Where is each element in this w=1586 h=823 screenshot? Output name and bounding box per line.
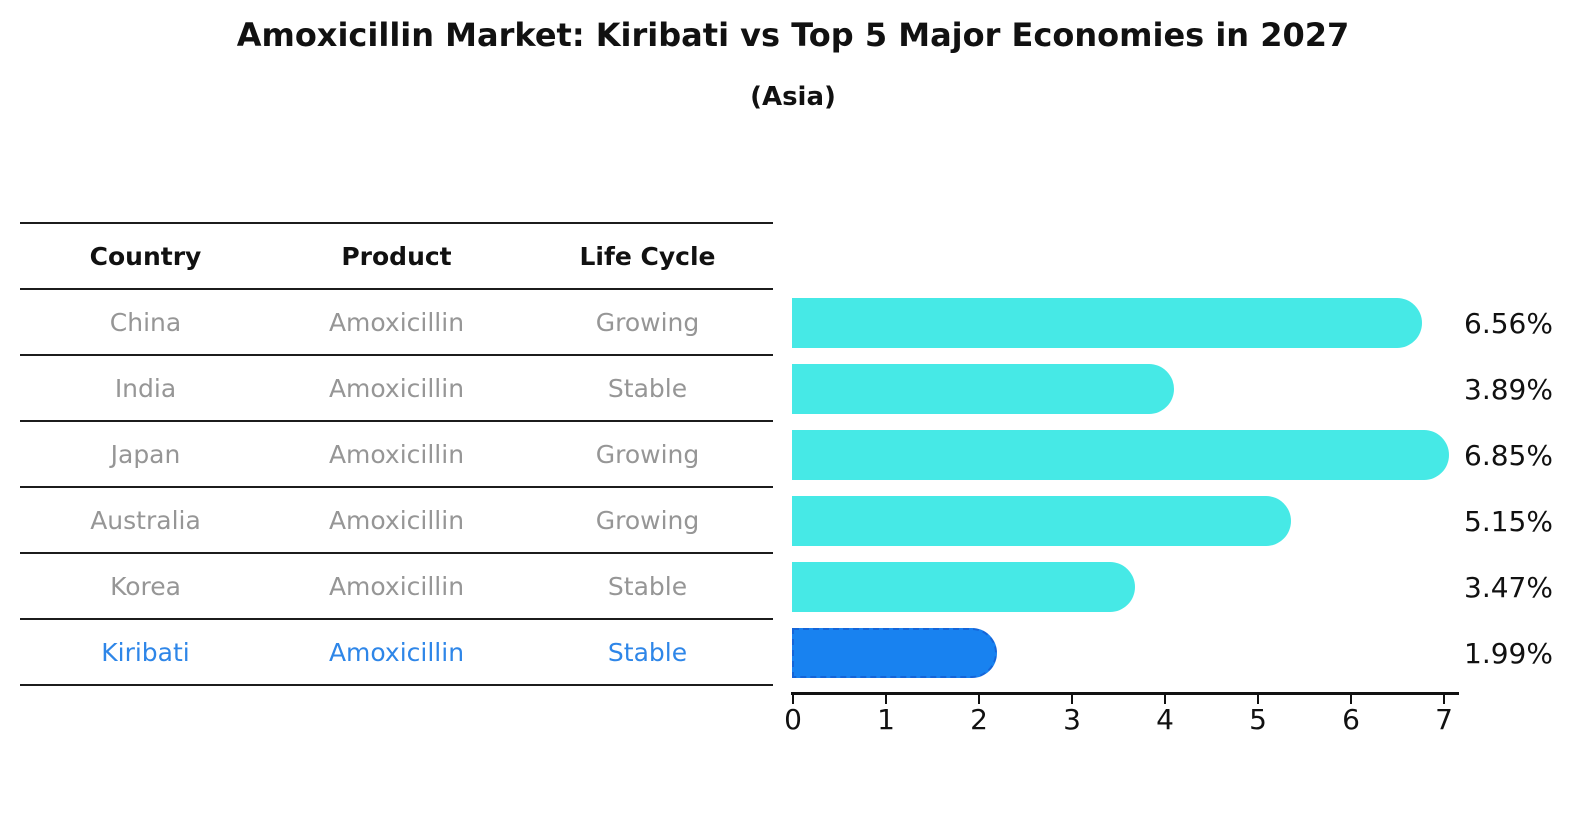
cell-country: India bbox=[114, 373, 177, 403]
x-axis-tick-label: 4 bbox=[1156, 703, 1174, 736]
page-subtitle: (Asia) bbox=[750, 82, 836, 112]
cell-country: Japan bbox=[110, 439, 181, 469]
x-axis-tick-label: 0 bbox=[784, 703, 802, 736]
bar-china bbox=[792, 298, 1422, 348]
bar-value-label: 1.99% bbox=[1464, 636, 1553, 670]
bar-row bbox=[792, 356, 1472, 422]
x-axis-tick-label: 5 bbox=[1249, 703, 1267, 736]
column-header-product: Product bbox=[341, 241, 452, 271]
table-row: Korea Amoxicillin Stable bbox=[20, 554, 773, 620]
bar-value-label: 5.15% bbox=[1464, 504, 1553, 538]
bar-row bbox=[792, 554, 1472, 620]
cell-life-cycle: Growing bbox=[595, 439, 700, 469]
bar-value-label: 6.85% bbox=[1464, 438, 1553, 472]
x-axis-tick bbox=[792, 695, 794, 704]
cell-product: Amoxicillin bbox=[328, 373, 465, 403]
cell-life-cycle: Stable bbox=[607, 571, 688, 601]
table-row: Japan Amoxicillin Growing bbox=[20, 422, 773, 488]
bar-kiribati bbox=[792, 628, 997, 678]
bar-row bbox=[792, 422, 1472, 488]
table-row: India Amoxicillin Stable bbox=[20, 356, 773, 422]
cell-product: Amoxicillin bbox=[328, 571, 465, 601]
bar-row bbox=[792, 620, 1472, 686]
cell-life-cycle: Stable bbox=[607, 637, 688, 667]
page-title: Amoxicillin Market: Kiribati vs Top 5 Ma… bbox=[236, 16, 1350, 54]
cell-product: Amoxicillin bbox=[328, 505, 465, 535]
column-header-country: Country bbox=[89, 241, 202, 271]
x-axis-tick bbox=[1257, 695, 1259, 704]
bar-india bbox=[792, 364, 1174, 414]
bar-value-label: 6.56% bbox=[1464, 306, 1553, 340]
x-axis-tick-label: 7 bbox=[1435, 703, 1453, 736]
bar-row bbox=[792, 290, 1472, 356]
table-header-row: Country Product Life Cycle bbox=[20, 222, 773, 290]
x-axis-tick bbox=[1164, 695, 1166, 704]
cell-product: Amoxicillin bbox=[328, 439, 465, 469]
column-header-lifecycle: Life Cycle bbox=[579, 241, 716, 271]
bar-value-label: 3.47% bbox=[1464, 570, 1553, 604]
bar-value-labels: 6.56% 3.89% 6.85% 5.15% 3.47% 1.99% bbox=[1464, 290, 1584, 686]
cell-country: Australia bbox=[90, 505, 201, 535]
cell-country: Korea bbox=[110, 571, 181, 601]
x-axis-tick-label: 6 bbox=[1342, 703, 1360, 736]
x-axis-tick bbox=[1443, 695, 1445, 704]
x-axis-tick-label: 3 bbox=[1063, 703, 1081, 736]
x-axis-line bbox=[791, 692, 1459, 695]
cell-life-cycle: Growing bbox=[595, 307, 700, 337]
x-axis-tick-label: 1 bbox=[877, 703, 895, 736]
x-axis-tick bbox=[1071, 695, 1073, 704]
cell-product: Amoxicillin bbox=[328, 637, 465, 667]
bar-japan bbox=[792, 430, 1449, 480]
table-row: Australia Amoxicillin Growing bbox=[20, 488, 773, 554]
bar-chart-plot-area bbox=[792, 290, 1472, 686]
x-axis-tick bbox=[885, 695, 887, 704]
cell-country: Kiribati bbox=[101, 637, 190, 667]
x-axis-tick bbox=[1350, 695, 1352, 704]
cell-life-cycle: Growing bbox=[595, 505, 700, 535]
x-axis-tick bbox=[978, 695, 980, 704]
cell-life-cycle: Stable bbox=[607, 373, 688, 403]
bar-value-label: 3.89% bbox=[1464, 372, 1553, 406]
table-body: China Amoxicillin Growing India Amoxicil… bbox=[20, 290, 773, 686]
x-axis-tick-label: 2 bbox=[970, 703, 988, 736]
bar-australia bbox=[792, 496, 1291, 546]
table-row: China Amoxicillin Growing bbox=[20, 290, 773, 356]
bar-korea bbox=[792, 562, 1135, 612]
cell-country: China bbox=[109, 307, 182, 337]
bar-row bbox=[792, 488, 1472, 554]
cell-product: Amoxicillin bbox=[328, 307, 465, 337]
country-table: Country Product Life Cycle China Amoxici… bbox=[20, 222, 773, 686]
table-row: Kiribati Amoxicillin Stable bbox=[20, 620, 773, 686]
